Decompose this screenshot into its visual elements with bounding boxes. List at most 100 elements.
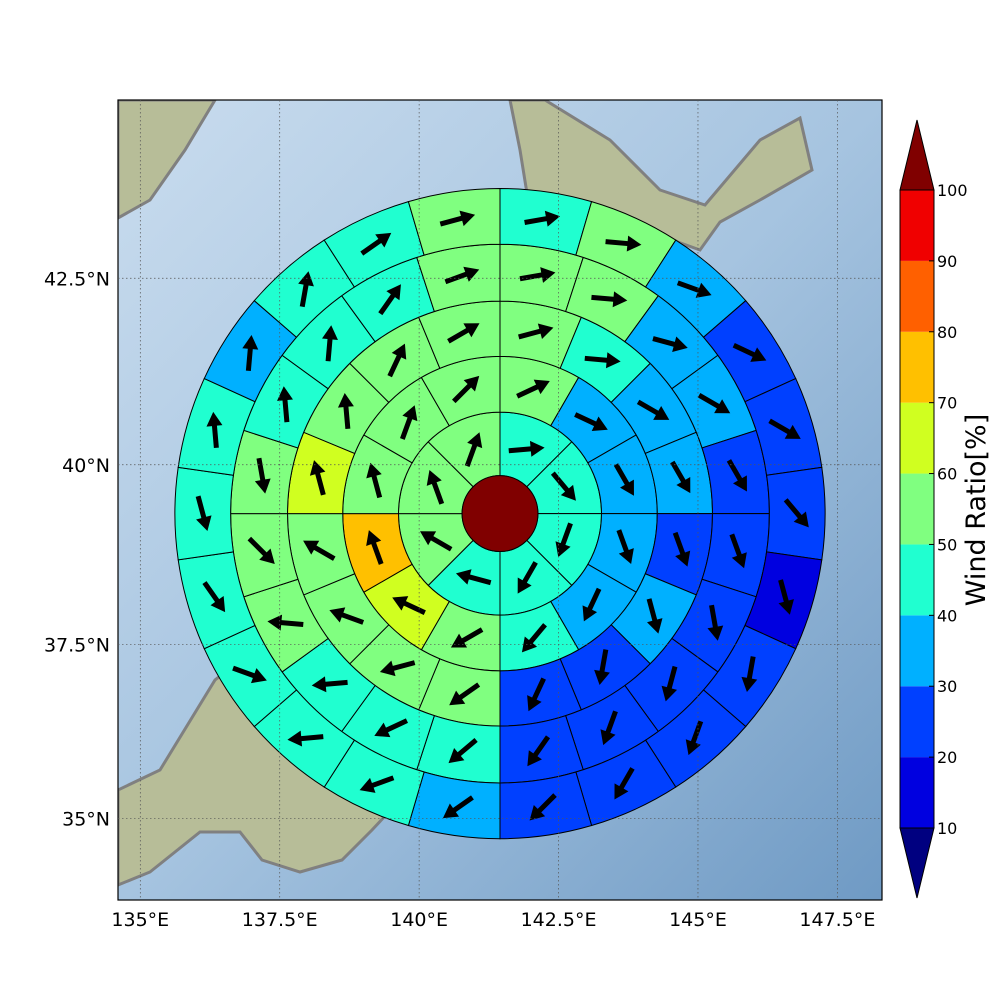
- wind-arrow: [359, 775, 395, 793]
- wind-arrow: [366, 462, 383, 499]
- wind-arrow: [378, 284, 401, 316]
- wind-arrow: [697, 393, 731, 414]
- wind-arrow: [447, 323, 480, 344]
- wind-arrow: [614, 767, 635, 800]
- wind-arrow: [517, 561, 538, 594]
- wind-arrow: [379, 660, 416, 677]
- wind-arrow: [672, 531, 691, 567]
- land: [118, 100, 217, 220]
- x-tick-label: 137.5°E: [242, 909, 318, 931]
- colorbar-under: [899, 827, 935, 899]
- x-tick-label: 147.5°E: [799, 909, 875, 931]
- colorbar-tick-label: 80: [937, 323, 957, 342]
- wind-arrow: [426, 470, 445, 505]
- x-tick-label: 142.5°E: [521, 909, 597, 931]
- wind-arrow: [374, 718, 408, 738]
- wind-arrow: [707, 604, 724, 641]
- wind-arrow: [778, 579, 794, 615]
- wind-arrow: [206, 411, 223, 449]
- wind-arrow: [309, 460, 326, 496]
- colorbar-bin: [900, 615, 934, 687]
- x-tick-label: 145°E: [669, 909, 727, 931]
- wind-arrow: [524, 210, 561, 227]
- wind-arrow: [521, 623, 547, 653]
- wind-arrow: [452, 375, 480, 404]
- wind-arrow: [442, 795, 474, 819]
- colorbar-tick-label: 10: [937, 819, 957, 838]
- wind-arrow: [600, 710, 618, 746]
- wind-arrow: [464, 432, 483, 467]
- wind-arrow: [729, 533, 747, 569]
- wind-arrow: [420, 531, 453, 552]
- wind-arrow: [195, 495, 212, 531]
- plot-area: [174, 187, 826, 840]
- colorbar-bin: [900, 473, 934, 545]
- colorbar-bin: [900, 190, 934, 261]
- colorbar-tick-label: 100: [937, 181, 968, 200]
- wind-arrow: [574, 412, 608, 432]
- wind-arrow: [322, 325, 338, 362]
- wind-arrow: [277, 386, 293, 423]
- wind-arrow: [329, 607, 365, 625]
- y-tick-label: 42.5°N: [44, 268, 110, 290]
- wind-arrow: [400, 405, 418, 440]
- colorbar-tick-label: 60: [937, 465, 957, 484]
- colorbar-bin: [900, 331, 934, 403]
- colorbar-tick-label: 20: [937, 748, 957, 767]
- wind-arrow: [783, 498, 809, 528]
- colorbar-tick-label: 90: [937, 252, 957, 271]
- wind-arrow: [594, 649, 610, 686]
- wind-arrow: [726, 459, 747, 492]
- wind-arrow: [685, 720, 704, 756]
- wind-arrow: [448, 738, 478, 764]
- colorbar-bin: [900, 544, 934, 616]
- wind-arrow: [298, 271, 314, 308]
- wind-arrow: [732, 343, 767, 362]
- colorbar-tick-label: 50: [937, 535, 957, 554]
- wind-arrow: [527, 735, 551, 767]
- wind-arrow: [516, 379, 550, 399]
- wind-arrow: [232, 665, 267, 684]
- wind-arrow: [527, 677, 546, 712]
- wind-arrow: [768, 418, 801, 439]
- colorbar-bin: [900, 260, 934, 332]
- colorbar-frame: [899, 189, 935, 829]
- wind-arrow: [518, 323, 554, 340]
- wind-arrow: [550, 471, 576, 501]
- wind-arrow: [455, 569, 492, 586]
- wind-arrow: [652, 336, 688, 353]
- wind-arrow: [591, 291, 628, 308]
- colorbar-tick-label: 40: [937, 606, 957, 625]
- wind-arrow: [439, 210, 476, 227]
- wind-arrow: [366, 530, 384, 565]
- wind-arrow: [582, 587, 602, 622]
- wind-arrow: [254, 457, 271, 494]
- wind-arrow: [242, 334, 259, 372]
- wind-arrow: [661, 665, 678, 702]
- wind-arrow: [450, 627, 484, 648]
- wind-arrow: [449, 682, 481, 706]
- x-tick-label: 140°E: [390, 909, 448, 931]
- wind-arrow: [303, 540, 336, 561]
- wind-arrow: [311, 676, 348, 693]
- wind-arrow: [267, 614, 304, 631]
- wind-arrow: [202, 581, 226, 613]
- y-tick-label: 40°N: [62, 455, 110, 477]
- map-frame: [117, 99, 883, 901]
- wind-arrow: [392, 596, 426, 615]
- wind-arrow: [584, 352, 621, 369]
- colorbar-bin: [900, 686, 934, 758]
- wind-arrow: [613, 463, 634, 496]
- wind-arrow: [555, 522, 573, 558]
- colorbar-tick-label: 30: [937, 677, 957, 696]
- x-tick-label: 135°E: [111, 909, 169, 931]
- colorbar-tick-label: 70: [937, 394, 957, 413]
- colorbar-bin: [900, 402, 934, 474]
- wind-arrow: [670, 460, 691, 494]
- colorbar-bin: [900, 757, 934, 828]
- y-tick-label: 35°N: [62, 808, 110, 830]
- wind-arrow: [387, 343, 407, 378]
- wind-arrow: [337, 392, 354, 430]
- wind-arrow: [247, 536, 275, 565]
